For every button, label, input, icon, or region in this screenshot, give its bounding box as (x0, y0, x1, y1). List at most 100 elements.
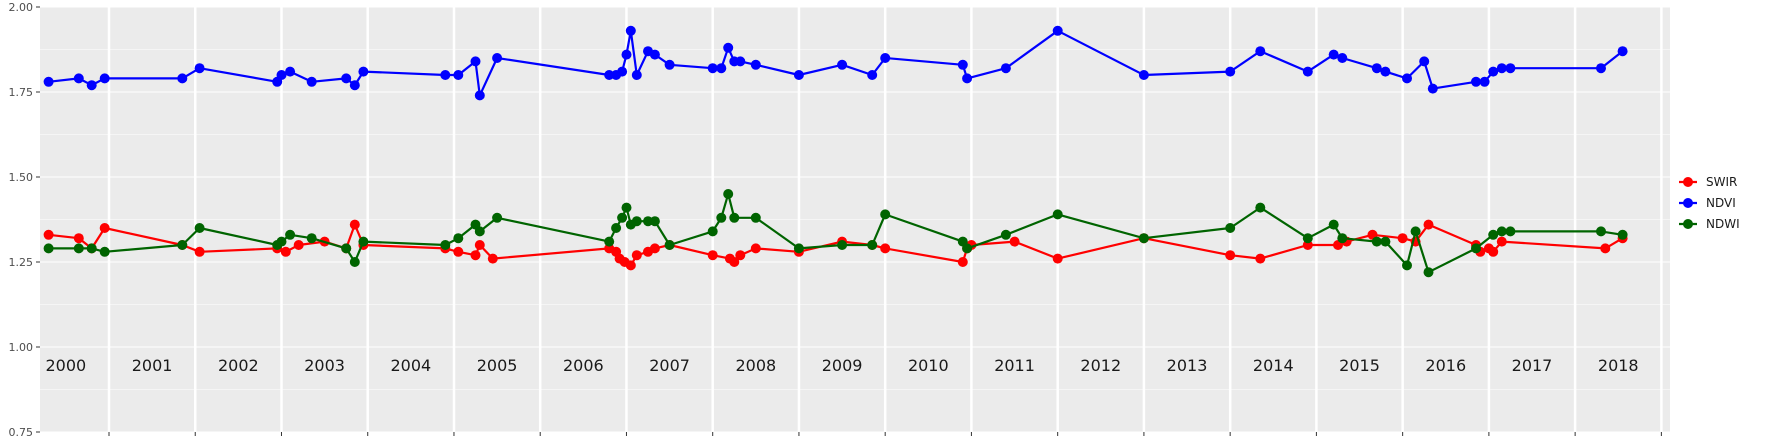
year-labels: 2000 2001 2002 2003 2004 2005 2006 2007 2008 2009… (46, 356, 1639, 375)
data-point-ndvi (1225, 66, 1236, 77)
data-point-ndvi (625, 25, 636, 36)
data-point-ndwi (1328, 219, 1339, 230)
data-point-ndwi (358, 236, 369, 247)
legend: SWIR NDVI NDWI (1679, 175, 1740, 231)
data-point-ndvi (358, 66, 369, 77)
data-point-ndwi (474, 226, 485, 237)
data-point-swir (631, 250, 642, 261)
year-label: 2014 (1253, 356, 1294, 375)
year-label: 2013 (1167, 356, 1208, 375)
data-point-swir (453, 246, 464, 257)
data-point-ndwi (276, 236, 287, 247)
y-tick-label: 1.00 (9, 341, 34, 354)
data-point-ndvi (1380, 66, 1391, 77)
data-point-ndwi (1617, 229, 1628, 240)
data-point-ndwi (440, 240, 451, 250)
data-point-swir (487, 253, 498, 264)
data-point-ndwi (1302, 233, 1313, 244)
data-point-ndwi (1337, 233, 1348, 244)
data-point-ndvi (621, 49, 632, 60)
data-point-ndvi (1052, 25, 1063, 36)
data-point-ndvi (1328, 49, 1339, 60)
data-point-ndvi (470, 56, 481, 67)
data-point-ndwi (867, 240, 878, 250)
data-point-ndvi (1337, 53, 1348, 63)
year-label: 2006 (563, 356, 604, 375)
year-label: 2018 (1598, 356, 1639, 375)
data-point-ndvi (285, 66, 296, 77)
data-point-ndvi (1138, 70, 1149, 80)
data-point-ndvi (1479, 76, 1490, 87)
data-point-ndvi (1402, 73, 1412, 84)
data-point-ndvi (99, 73, 110, 84)
data-point-ndwi (99, 246, 110, 257)
data-point-ndvi (707, 63, 718, 74)
data-point-ndwi (729, 212, 740, 223)
data-point-ndwi (1596, 226, 1606, 237)
data-point-ndwi (880, 209, 891, 220)
data-point-ndwi (177, 240, 188, 250)
data-point-swir (1488, 246, 1499, 257)
data-point-ndwi (617, 212, 628, 223)
data-point-swir (1255, 253, 1266, 264)
data-point-swir (280, 246, 291, 257)
data-point-swir (750, 243, 761, 254)
data-point-ndvi (664, 59, 675, 70)
data-point-ndvi (177, 73, 188, 84)
data-point-ndwi (453, 233, 464, 244)
year-label: 2010 (908, 356, 949, 375)
data-point-ndvi (957, 59, 968, 70)
data-point-ndvi (716, 63, 727, 74)
data-point-swir (1496, 236, 1507, 247)
data-point-ndvi (1596, 63, 1606, 74)
year-label: 2002 (218, 356, 259, 375)
data-point-ndwi (1000, 229, 1011, 240)
year-label: 2008 (735, 356, 776, 375)
data-point-ndvi (1302, 66, 1313, 77)
year-label: 2009 (822, 356, 863, 375)
data-point-ndvi (735, 56, 746, 67)
data-point-ndwi (716, 212, 727, 223)
data-point-ndvi (492, 53, 503, 63)
data-point-ndwi (1255, 202, 1266, 213)
minor-gridlines (40, 49, 1670, 390)
data-point-ndwi (341, 243, 352, 254)
data-point-ndvi (880, 53, 891, 63)
year-label: 2015 (1339, 356, 1380, 375)
data-point-ndvi (1496, 63, 1507, 74)
data-point-ndvi (1471, 76, 1481, 87)
data-point-swir (1052, 253, 1063, 264)
data-point-ndwi (723, 189, 734, 199)
data-point-ndvi (1000, 63, 1011, 74)
data-point-ndvi (349, 80, 360, 91)
legend-label-ndwi: NDWI (1706, 217, 1740, 231)
data-point-ndvi (73, 73, 84, 84)
data-point-ndwi (1052, 209, 1063, 220)
y-tick-label: 1.25 (9, 256, 34, 269)
major-gridlines (40, 6, 1670, 433)
data-point-ndvi (867, 70, 878, 80)
data-point-ndwi (1471, 243, 1481, 254)
data-point-ndvi (1255, 46, 1266, 57)
data-point-ndwi (1496, 226, 1507, 237)
y-tick-label: 0.75 (9, 426, 34, 439)
y-tick-label: 1.50 (9, 171, 34, 184)
data-point-ndwi (285, 229, 296, 240)
data-point-ndwi (604, 236, 615, 247)
data-point-ndvi (86, 80, 97, 91)
data-point-swir (735, 250, 746, 261)
year-label: 2001 (132, 356, 173, 375)
data-point-ndwi (643, 216, 653, 227)
data-point-ndwi (1505, 226, 1516, 237)
year-label: 2004 (390, 356, 431, 375)
data-point-swir (649, 243, 660, 254)
data-point-ndvi (1505, 63, 1516, 74)
data-point-swir (1600, 243, 1611, 254)
data-point-ndvi (793, 70, 804, 80)
data-point-ndwi (1380, 236, 1391, 247)
data-point-ndwi (1138, 233, 1149, 244)
x-axis (108, 432, 1662, 436)
data-point-ndwi (1402, 260, 1412, 271)
